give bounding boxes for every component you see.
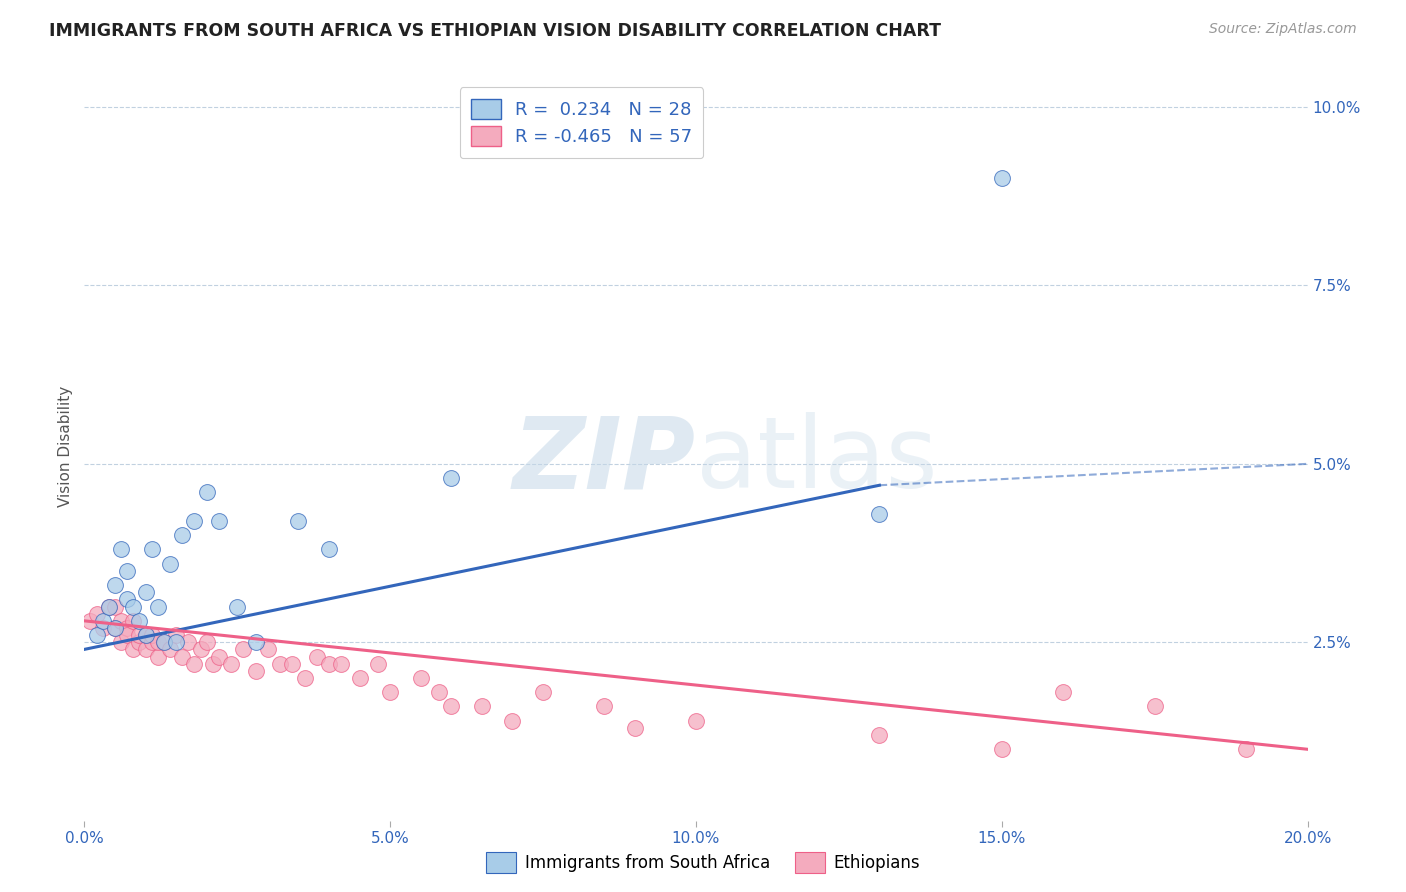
Point xyxy=(226,599,249,614)
Point xyxy=(135,628,157,642)
Point xyxy=(141,635,163,649)
Point xyxy=(624,721,647,735)
Point xyxy=(869,728,891,742)
Y-axis label: Vision Disability: Vision Disability xyxy=(58,385,73,507)
Point xyxy=(380,685,402,699)
Point xyxy=(349,671,371,685)
Point xyxy=(1236,742,1258,756)
Point xyxy=(91,614,114,628)
Point xyxy=(165,635,187,649)
Point xyxy=(97,599,120,614)
Point xyxy=(1143,699,1166,714)
Point xyxy=(195,485,218,500)
Point xyxy=(165,628,187,642)
Point xyxy=(991,742,1014,756)
Point xyxy=(141,542,163,557)
Point xyxy=(110,614,132,628)
Point xyxy=(153,635,176,649)
Point xyxy=(104,599,127,614)
Text: Source: ZipAtlas.com: Source: ZipAtlas.com xyxy=(1209,22,1357,37)
Point xyxy=(122,642,145,657)
Point xyxy=(869,507,891,521)
Point xyxy=(146,599,169,614)
Point xyxy=(86,628,108,642)
Point xyxy=(201,657,224,671)
Point xyxy=(257,642,280,657)
Point xyxy=(245,664,267,678)
Point xyxy=(531,685,554,699)
Point xyxy=(122,614,145,628)
Point xyxy=(245,635,267,649)
Point xyxy=(153,635,176,649)
Point xyxy=(110,635,132,649)
Point xyxy=(305,649,328,664)
Text: IMMIGRANTS FROM SOUTH AFRICA VS ETHIOPIAN VISION DISABILITY CORRELATION CHART: IMMIGRANTS FROM SOUTH AFRICA VS ETHIOPIA… xyxy=(49,22,941,40)
Point xyxy=(141,628,163,642)
Point xyxy=(294,671,316,685)
Text: atlas: atlas xyxy=(696,412,938,509)
Point xyxy=(104,578,127,592)
Point xyxy=(269,657,291,671)
Point xyxy=(991,171,1014,186)
Point xyxy=(281,657,304,671)
Point xyxy=(159,642,181,657)
Point xyxy=(110,542,132,557)
Point xyxy=(232,642,254,657)
Point xyxy=(128,635,150,649)
Point xyxy=(208,649,231,664)
Point xyxy=(287,514,309,528)
Point xyxy=(115,621,138,635)
Point xyxy=(685,714,707,728)
Point xyxy=(502,714,524,728)
Point xyxy=(208,514,231,528)
Point xyxy=(97,599,120,614)
Point xyxy=(318,657,340,671)
Point xyxy=(183,657,205,671)
Point xyxy=(593,699,616,714)
Point xyxy=(104,621,127,635)
Point xyxy=(172,649,194,664)
Point xyxy=(440,699,463,714)
Point xyxy=(1052,685,1074,699)
Point xyxy=(86,607,108,621)
Point xyxy=(195,635,218,649)
Point xyxy=(172,528,194,542)
Point xyxy=(135,585,157,599)
Point xyxy=(79,614,101,628)
Point xyxy=(159,557,181,571)
Point xyxy=(471,699,494,714)
Point xyxy=(122,599,145,614)
Point xyxy=(135,628,157,642)
Point xyxy=(367,657,389,671)
Point xyxy=(409,671,432,685)
Point xyxy=(427,685,450,699)
Point xyxy=(440,471,463,485)
Point xyxy=(219,657,242,671)
Point xyxy=(104,621,127,635)
Point xyxy=(177,635,200,649)
Point xyxy=(318,542,340,557)
Point xyxy=(115,628,138,642)
Point xyxy=(190,642,212,657)
Point xyxy=(146,635,169,649)
Point xyxy=(115,592,138,607)
Legend: R =  0.234   N = 28, R = -0.465   N = 57: R = 0.234 N = 28, R = -0.465 N = 57 xyxy=(460,87,703,158)
Point xyxy=(128,614,150,628)
Point xyxy=(115,564,138,578)
Point xyxy=(183,514,205,528)
Legend: Immigrants from South Africa, Ethiopians: Immigrants from South Africa, Ethiopians xyxy=(479,846,927,880)
Text: ZIP: ZIP xyxy=(513,412,696,509)
Point xyxy=(128,628,150,642)
Point xyxy=(91,621,114,635)
Point xyxy=(146,649,169,664)
Point xyxy=(330,657,353,671)
Point xyxy=(135,642,157,657)
